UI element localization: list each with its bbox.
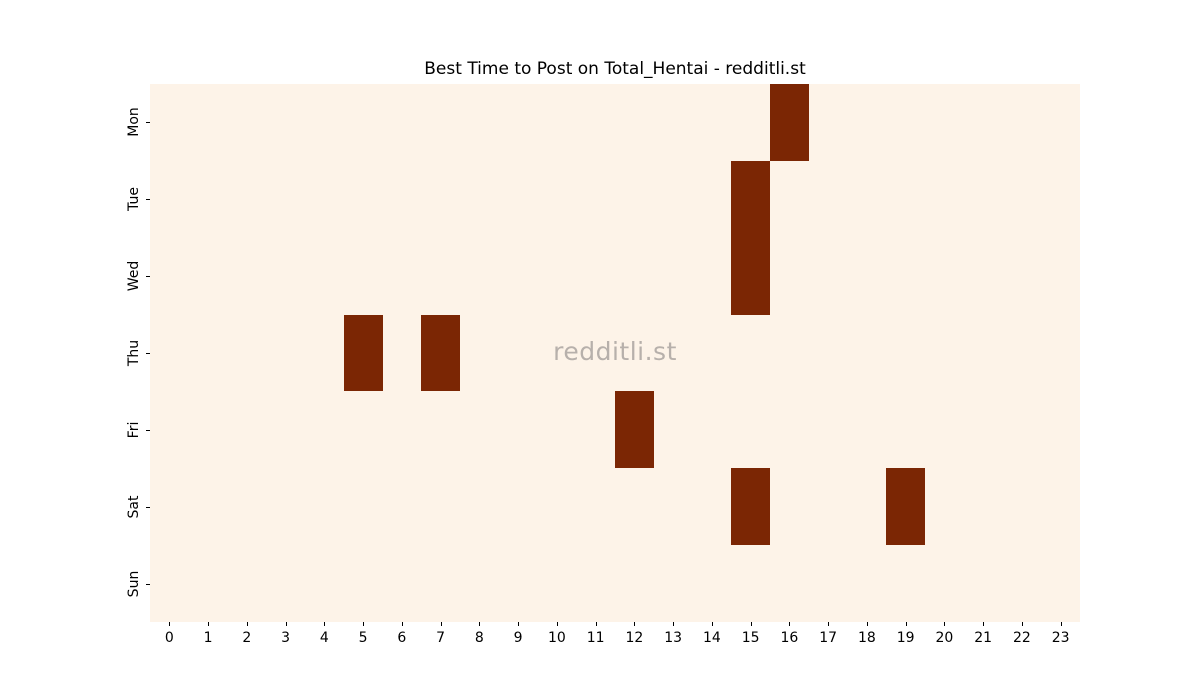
x-tick-mark [944,622,946,626]
y-tick-mark [146,506,150,508]
heatmap-cell-sat-15 [731,468,770,546]
x-tick-label-21: 21 [974,630,993,646]
heatmap-cell-mon-16 [770,84,809,161]
x-tick-mark [246,622,248,626]
watermark: redditli.st [553,337,677,367]
x-tick-mark [556,622,558,626]
x-tick-mark [866,622,868,626]
x-tick-mark [1060,622,1062,626]
x-tick-mark [169,622,171,626]
x-tick-mark [401,622,403,626]
y-tick-label-fri: Fri [126,421,142,439]
x-tick-mark [440,622,442,626]
x-tick-mark [673,622,675,626]
x-tick-mark [208,622,210,626]
x-tick-label-22: 22 [1012,630,1031,646]
y-tick-mark [146,583,150,585]
y-tick-label-thu: Thu [126,339,142,367]
y-tick-mark [146,199,150,201]
x-tick-mark [595,622,597,626]
x-tick-mark [363,622,365,626]
y-tick-mark [146,276,150,278]
heatmap-cell-sat-19 [886,468,925,546]
x-tick-label-8: 8 [474,630,484,646]
x-tick-label-10: 10 [547,630,566,646]
heatmap-cell-thu-7 [421,314,460,392]
y-tick-label-tue: Tue [126,187,142,212]
x-tick-label-1: 1 [203,630,213,646]
x-tick-mark [1021,622,1023,626]
x-tick-label-17: 17 [819,630,838,646]
x-tick-mark [789,622,791,626]
x-tick-label-13: 13 [664,630,683,646]
x-tick-label-9: 9 [513,630,523,646]
x-tick-label-18: 18 [857,630,876,646]
x-tick-label-0: 0 [164,630,174,646]
x-tick-label-7: 7 [436,630,446,646]
x-tick-label-3: 3 [281,630,291,646]
y-tick-label-sat: Sat [126,495,142,519]
y-tick-mark [146,122,150,124]
chart-title: Best Time to Post on Total_Hentai - redd… [424,59,806,79]
heatmap-cell-wed-15 [731,237,770,315]
x-tick-label-16: 16 [780,630,799,646]
x-tick-label-23: 23 [1051,630,1070,646]
x-tick-mark [324,622,326,626]
x-tick-label-14: 14 [702,630,721,646]
y-tick-label-sun: Sun [126,570,142,597]
y-tick-mark [146,429,150,431]
x-tick-mark [711,622,713,626]
x-tick-label-20: 20 [935,630,954,646]
x-tick-mark [518,622,520,626]
x-tick-label-19: 19 [896,630,915,646]
x-tick-mark [983,622,985,626]
x-tick-mark [479,622,481,626]
x-tick-mark [905,622,907,626]
x-tick-label-11: 11 [586,630,605,646]
heatmap-cell-fri-12 [615,391,654,469]
x-tick-mark [285,622,287,626]
x-tick-mark [634,622,636,626]
x-tick-label-5: 5 [358,630,368,646]
heatmap-cell-thu-5 [343,314,383,392]
y-tick-mark [146,353,150,354]
heatmap-cell-tue-15 [731,160,770,238]
x-tick-label-2: 2 [242,630,252,646]
heatmap-plot-area: redditli.st [150,84,1080,622]
x-tick-label-4: 4 [319,630,329,646]
x-tick-label-6: 6 [397,630,407,646]
y-tick-label-mon: Mon [126,107,142,138]
x-tick-mark [750,622,752,626]
x-tick-mark [828,622,830,626]
x-tick-label-12: 12 [625,630,644,646]
x-tick-label-15: 15 [741,630,760,646]
y-tick-label-wed: Wed [126,260,142,292]
